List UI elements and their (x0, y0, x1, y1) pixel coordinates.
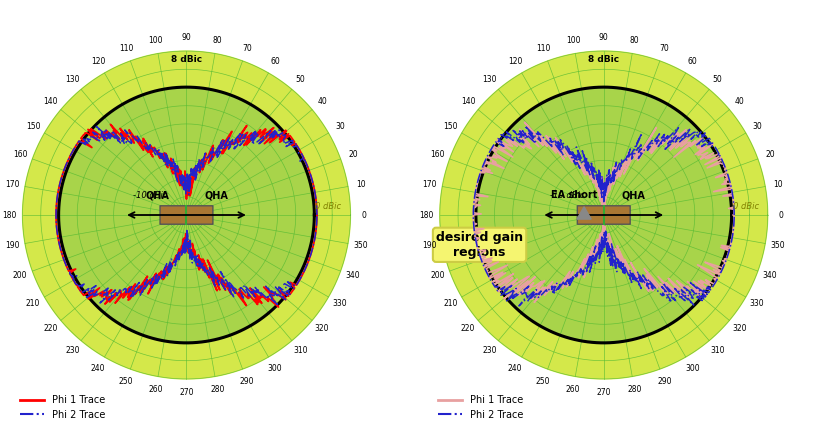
Text: QHA: QHA (204, 190, 228, 200)
Text: 60: 60 (687, 57, 697, 66)
Legend: Phi 1 Trace, Phi 2 Trace: Phi 1 Trace, Phi 2 Trace (434, 391, 527, 424)
Text: 8 dBic: 8 dBic (588, 55, 620, 64)
Polygon shape (440, 51, 768, 379)
Text: 0: 0 (361, 211, 366, 219)
Text: 130: 130 (65, 75, 80, 84)
Text: 120: 120 (91, 57, 105, 66)
Text: 8 dBic: 8 dBic (171, 55, 202, 64)
Text: 300: 300 (267, 364, 282, 373)
Text: 230: 230 (65, 346, 80, 355)
Text: 240: 240 (91, 364, 106, 373)
Text: 280: 280 (210, 385, 224, 394)
Text: 180: 180 (2, 211, 16, 219)
Text: 40: 40 (318, 97, 327, 106)
Text: 140: 140 (44, 97, 58, 106)
Text: 110: 110 (119, 44, 133, 53)
Text: 170: 170 (5, 180, 19, 189)
Text: 210: 210 (443, 299, 458, 308)
Text: 90: 90 (599, 34, 609, 43)
Text: 150: 150 (26, 122, 40, 131)
Text: EA short: EA short (551, 190, 597, 200)
Text: 0 dBic: 0 dBic (733, 202, 759, 211)
Text: 30: 30 (335, 122, 345, 131)
Text: 330: 330 (332, 299, 347, 308)
Text: 330: 330 (750, 299, 765, 308)
Polygon shape (22, 51, 351, 379)
Text: 340: 340 (346, 271, 361, 280)
FancyBboxPatch shape (578, 206, 630, 224)
Polygon shape (476, 87, 732, 343)
Text: -10 dBic: -10 dBic (550, 191, 585, 200)
Text: 170: 170 (422, 180, 436, 189)
Text: 240: 240 (508, 364, 522, 373)
Text: 50: 50 (295, 75, 305, 84)
Text: QHA: QHA (621, 190, 645, 200)
Text: 250: 250 (119, 377, 133, 386)
Text: 260: 260 (148, 385, 163, 394)
FancyBboxPatch shape (160, 206, 213, 224)
Text: 180: 180 (420, 211, 434, 219)
Text: 10: 10 (773, 180, 783, 189)
Text: 220: 220 (44, 324, 58, 333)
Text: 30: 30 (752, 122, 762, 131)
Text: 210: 210 (26, 299, 40, 308)
Text: 60: 60 (270, 57, 280, 66)
Text: 40: 40 (734, 97, 744, 106)
Text: 340: 340 (763, 271, 777, 280)
Text: 350: 350 (354, 241, 368, 250)
Text: 310: 310 (710, 346, 725, 355)
Text: 110: 110 (536, 44, 550, 53)
Text: 100: 100 (148, 36, 163, 45)
Text: 190: 190 (5, 241, 19, 250)
Text: 70: 70 (243, 44, 252, 53)
Text: 270: 270 (596, 387, 611, 396)
Text: 10: 10 (356, 180, 365, 189)
Text: 250: 250 (536, 377, 550, 386)
Text: desired gain
regions: desired gain regions (436, 231, 523, 259)
Text: 160: 160 (13, 150, 27, 159)
Text: 90: 90 (182, 34, 191, 43)
Text: 310: 310 (293, 346, 308, 355)
Text: 350: 350 (771, 241, 785, 250)
Text: 130: 130 (483, 75, 497, 84)
Text: 150: 150 (443, 122, 458, 131)
Text: 200: 200 (430, 271, 445, 280)
Text: 200: 200 (13, 271, 27, 280)
Text: 280: 280 (627, 385, 642, 394)
Text: 290: 290 (657, 377, 672, 386)
Text: 80: 80 (212, 36, 222, 45)
Polygon shape (59, 87, 314, 343)
Text: 120: 120 (508, 57, 522, 66)
Text: 230: 230 (483, 346, 497, 355)
Text: 300: 300 (685, 364, 700, 373)
Text: 0 dBic: 0 dBic (315, 202, 342, 211)
Text: -10 dBic: -10 dBic (133, 191, 167, 200)
Text: 140: 140 (461, 97, 475, 106)
Text: 320: 320 (732, 324, 747, 333)
Text: 50: 50 (713, 75, 723, 84)
Text: 80: 80 (629, 36, 639, 45)
Text: 260: 260 (566, 385, 580, 394)
Text: 190: 190 (422, 241, 436, 250)
Text: 320: 320 (315, 324, 329, 333)
Text: 0: 0 (778, 211, 783, 219)
Text: 160: 160 (430, 150, 445, 159)
Text: 290: 290 (240, 377, 254, 386)
Text: 100: 100 (566, 36, 580, 45)
Text: QHA: QHA (145, 190, 169, 200)
Text: 70: 70 (659, 44, 669, 53)
Text: 220: 220 (461, 324, 475, 333)
Text: 20: 20 (766, 150, 775, 159)
Text: 20: 20 (348, 150, 358, 159)
Text: 270: 270 (179, 387, 194, 396)
